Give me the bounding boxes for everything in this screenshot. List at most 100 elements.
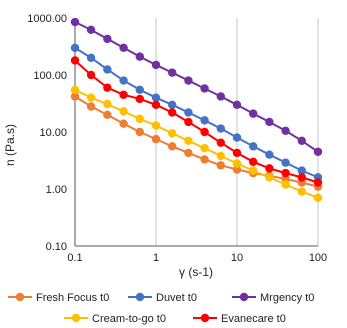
data-point <box>119 119 128 128</box>
data-point <box>297 166 307 175</box>
data-point <box>135 94 145 104</box>
data-point <box>151 93 161 102</box>
legend-swatch-marker <box>200 313 210 323</box>
y-axis-label: n (Pa.s) <box>3 124 17 166</box>
data-point <box>281 180 290 189</box>
y-tick-label: 1000.00 <box>27 13 67 25</box>
data-point <box>86 102 96 111</box>
data-point <box>184 76 193 85</box>
data-point <box>168 129 177 138</box>
data-point <box>200 155 209 164</box>
data-point <box>184 136 193 146</box>
legend-label: Evanecare t0 <box>221 313 286 325</box>
data-point <box>313 193 323 203</box>
data-point <box>184 117 193 127</box>
data-point <box>216 151 226 161</box>
x-tick-label: 100 <box>309 252 327 264</box>
series-2 <box>70 17 323 156</box>
data-point <box>151 60 161 70</box>
data-point <box>70 43 80 53</box>
data-point <box>119 76 128 85</box>
data-point <box>168 142 177 151</box>
series-line <box>74 95 319 188</box>
series-line <box>74 88 319 199</box>
data-point <box>168 108 177 117</box>
data-point <box>151 121 161 130</box>
data-point <box>313 147 323 156</box>
data-point <box>249 142 258 151</box>
legend-item: Fresh Focus t0 <box>8 292 109 304</box>
data-point <box>119 107 128 116</box>
data-point <box>184 108 193 117</box>
data-point <box>216 138 226 147</box>
data-point <box>200 127 209 137</box>
series-line <box>74 46 319 179</box>
data-point <box>313 178 323 187</box>
data-point <box>70 85 80 94</box>
data-point <box>135 85 145 94</box>
series-4 <box>70 56 323 187</box>
legend-swatch-marker <box>15 292 25 302</box>
data-point <box>119 90 128 99</box>
data-point <box>151 100 161 110</box>
data-point <box>281 126 290 135</box>
data-point <box>103 110 112 120</box>
data-point <box>249 157 258 167</box>
series-3 <box>70 85 323 203</box>
tick-labels: 0.1 1 10 100 0.10 1.00 10.00 100.00 1000.00 <box>27 13 327 264</box>
x-tick-label: 10 <box>231 252 243 264</box>
data-point <box>151 134 161 144</box>
legend-swatch-marker <box>239 292 249 302</box>
data-point <box>216 92 226 101</box>
data-point <box>103 34 112 44</box>
data-point <box>86 70 96 80</box>
x-tick-label: 1 <box>153 252 159 264</box>
legend-item: Duvet t0 <box>128 292 197 304</box>
data-point <box>297 173 307 182</box>
data-point <box>135 114 145 124</box>
data-point <box>281 158 290 167</box>
legend-label: Fresh Focus t0 <box>36 292 109 304</box>
data-point <box>184 148 193 158</box>
series-layer <box>70 17 323 203</box>
data-point <box>103 65 112 74</box>
data-point <box>249 166 258 175</box>
data-point <box>216 124 226 133</box>
x-tick-label: 0.1 <box>67 252 82 264</box>
legend-item: Evanecare t0 <box>193 313 286 325</box>
data-point <box>265 117 274 127</box>
axes <box>74 18 318 247</box>
x-axis-label: γ (s-1) <box>179 265 213 279</box>
data-point <box>216 161 226 170</box>
y-tick-label: 0.10 <box>46 241 67 253</box>
data-point <box>70 56 80 65</box>
data-point <box>103 83 112 92</box>
legend-item: Cream-to-go t0 <box>64 313 166 325</box>
data-point <box>119 43 128 53</box>
data-point <box>265 173 274 182</box>
legend-item: Mrgency t0 <box>232 292 314 304</box>
data-point <box>86 93 96 102</box>
legend-swatch-marker <box>71 313 81 323</box>
data-point <box>265 164 274 173</box>
y-tick-label: 1.00 <box>46 184 67 196</box>
data-point <box>70 17 80 27</box>
data-point <box>168 100 177 110</box>
legend-swatch-marker <box>135 292 145 302</box>
data-point <box>265 150 274 159</box>
data-point <box>86 25 96 35</box>
legend: Fresh Focus t0 Duvet t0 Mrgency t0 Cream-to… <box>8 292 314 325</box>
data-point <box>200 84 209 93</box>
series-line <box>74 21 319 153</box>
data-point <box>168 68 177 77</box>
grid-lines <box>155 18 319 246</box>
data-point <box>297 187 307 196</box>
data-point <box>200 143 209 153</box>
legend-label: Cream-to-go t0 <box>92 313 166 325</box>
legend-label: Duvet t0 <box>156 292 197 304</box>
legend-label: Mrgency t0 <box>260 292 314 304</box>
data-point <box>281 168 290 178</box>
data-point <box>200 116 209 125</box>
data-point <box>232 148 242 158</box>
data-point <box>249 109 258 118</box>
